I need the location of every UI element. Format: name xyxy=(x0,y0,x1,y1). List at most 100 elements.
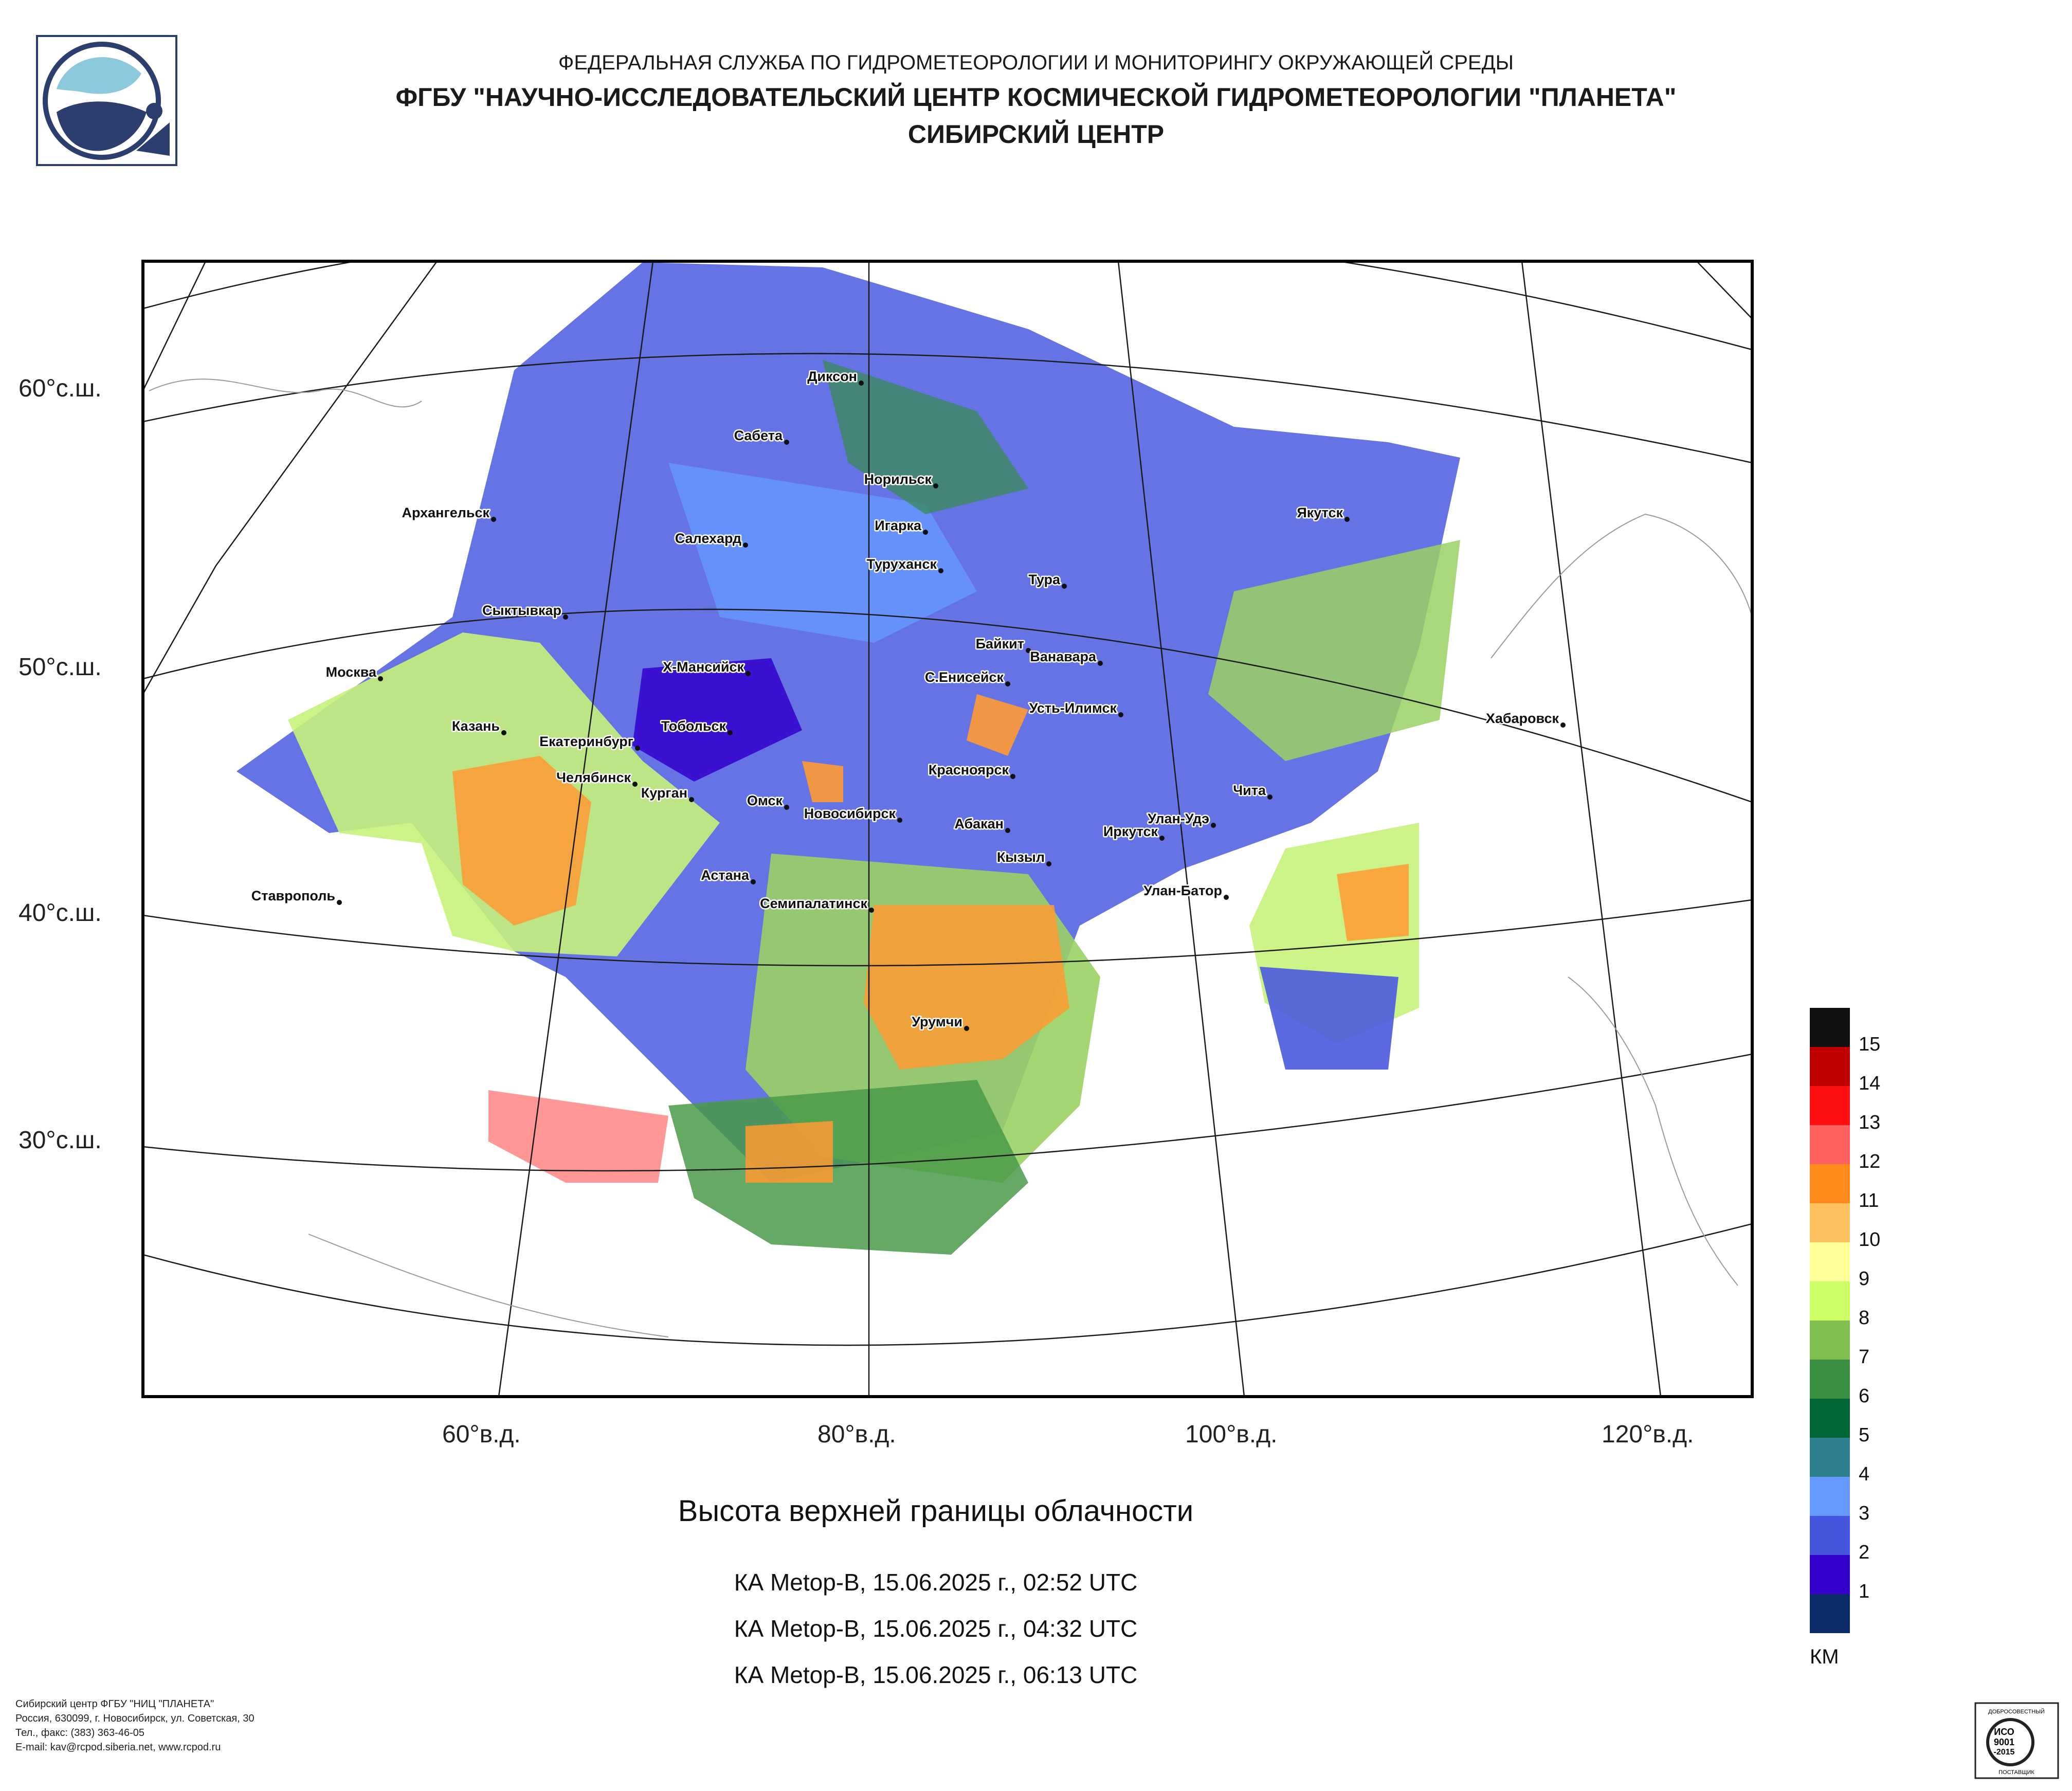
lat-label-30: 30°с.ш. xyxy=(19,1127,102,1154)
city-label: Сыктывкар xyxy=(482,603,561,618)
legend-swatch xyxy=(1810,1555,1850,1594)
city-dot xyxy=(632,782,638,787)
city-dot xyxy=(784,805,789,810)
city-label: Астана xyxy=(701,867,750,883)
agency-line: ФЕДЕРАЛЬНАЯ СЛУЖБА ПО ГИДРОМЕТЕОРОЛОГИИ … xyxy=(558,51,1514,74)
city-label-halo: Абакан xyxy=(954,816,1004,831)
footer-line-email: E-mail: kav@rcpod.siberia.net, www.rcpod… xyxy=(15,1742,221,1753)
legend-label: 8 xyxy=(1859,1307,1870,1329)
city-dot xyxy=(784,440,789,445)
legend-swatch xyxy=(1810,1164,1850,1203)
city-label: Салехард xyxy=(675,531,741,546)
city-label: Якутск xyxy=(1297,505,1343,520)
city-dot xyxy=(501,730,506,735)
city-dot xyxy=(337,900,342,905)
footer-line-org: Сибирский центр ФГБУ "НИЦ "ПЛАНЕТА" xyxy=(15,1698,214,1710)
city-label: Ванавара xyxy=(1030,649,1097,664)
legend-swatch xyxy=(1810,1594,1850,1633)
city-label-halo: Омск xyxy=(747,793,783,808)
city-label-halo: Усть-Илимск xyxy=(1029,700,1117,716)
legend-label: 6 xyxy=(1859,1385,1870,1407)
map-title: Высота верхней границы облачности xyxy=(678,1494,1194,1528)
city-dot xyxy=(1026,648,1031,653)
city-label-halo: Новосибирск xyxy=(804,806,896,821)
legend-label: 12 xyxy=(1859,1151,1881,1172)
coastlines xyxy=(149,378,1752,1337)
legend-swatch xyxy=(1810,1438,1850,1477)
city-label: Улан-Батор xyxy=(1143,883,1222,898)
city-label: Улан-Удэ xyxy=(1148,811,1209,826)
city-label: Тобольск xyxy=(661,718,726,734)
legend-label: 7 xyxy=(1859,1346,1870,1368)
legend-swatch xyxy=(1810,1125,1850,1164)
cert-mid2: 9001 xyxy=(1994,1737,2014,1747)
city-label-halo: Ванавара xyxy=(1030,649,1097,664)
city-label-halo: Улан-Удэ xyxy=(1148,811,1209,826)
city-label-halo: Архангельск xyxy=(402,505,489,520)
city-dot xyxy=(1159,836,1165,841)
legend-label: 5 xyxy=(1859,1424,1870,1446)
legend-label: 10 xyxy=(1859,1229,1881,1251)
city-label-halo: Диксон xyxy=(807,369,857,384)
city-label: Норильск xyxy=(864,472,932,487)
legend-label: 4 xyxy=(1859,1463,1870,1485)
lon-label-60: 60°в.д. xyxy=(442,1421,521,1448)
city-label-halo: Семипалатинск xyxy=(760,896,867,911)
city-label-halo: Екатеринбург xyxy=(539,734,633,749)
city-label-halo: Челябинск xyxy=(556,770,631,785)
city-label: Казань xyxy=(452,718,500,734)
city-label-halo: Москва xyxy=(326,664,377,680)
city-label-halo: Красноярск xyxy=(929,762,1009,777)
legend-swatch xyxy=(1810,1399,1850,1438)
city-dot xyxy=(378,676,383,681)
city-label: Усть-Илимск xyxy=(1029,700,1117,716)
city-dot xyxy=(1560,722,1566,728)
city-label-halo: Урумчи xyxy=(912,1014,962,1029)
city-label-halo: Улан-Батор xyxy=(1143,883,1222,898)
legend-label: 11 xyxy=(1859,1190,1879,1211)
city-label-halo: Тобольск xyxy=(661,718,726,734)
legend-swatch xyxy=(1810,1320,1850,1360)
city-dot xyxy=(1344,517,1350,522)
cert-mid1: ИСО xyxy=(1994,1727,2014,1737)
graticule xyxy=(143,261,1752,1397)
city-label: Диксон xyxy=(807,369,857,384)
city-label: С.Енисейск xyxy=(925,670,1004,685)
city-label: Ставрополь xyxy=(251,888,335,903)
city-dot xyxy=(1062,584,1067,589)
city-label-halo: Сыктывкар xyxy=(482,603,561,618)
city-label-halo: Астана xyxy=(701,867,750,883)
city-dot xyxy=(1211,823,1216,828)
legend-label: 9 xyxy=(1859,1268,1870,1290)
city-label: Сабета xyxy=(734,428,783,443)
city-dot xyxy=(746,671,751,676)
cert-top-text: ДОБРОСОВЕСТНЫЙ xyxy=(1988,1708,2045,1715)
satellite-pass-3: КА Metop-B, 15.06.2025 г., 06:13 UTC xyxy=(734,1661,1138,1688)
cloud-data-swath xyxy=(237,262,1460,1255)
city-dot xyxy=(491,517,496,522)
legend-swatch xyxy=(1810,1281,1850,1320)
city-label-halo: Туруханск xyxy=(867,556,937,572)
city-label: Иркутск xyxy=(1103,824,1158,839)
